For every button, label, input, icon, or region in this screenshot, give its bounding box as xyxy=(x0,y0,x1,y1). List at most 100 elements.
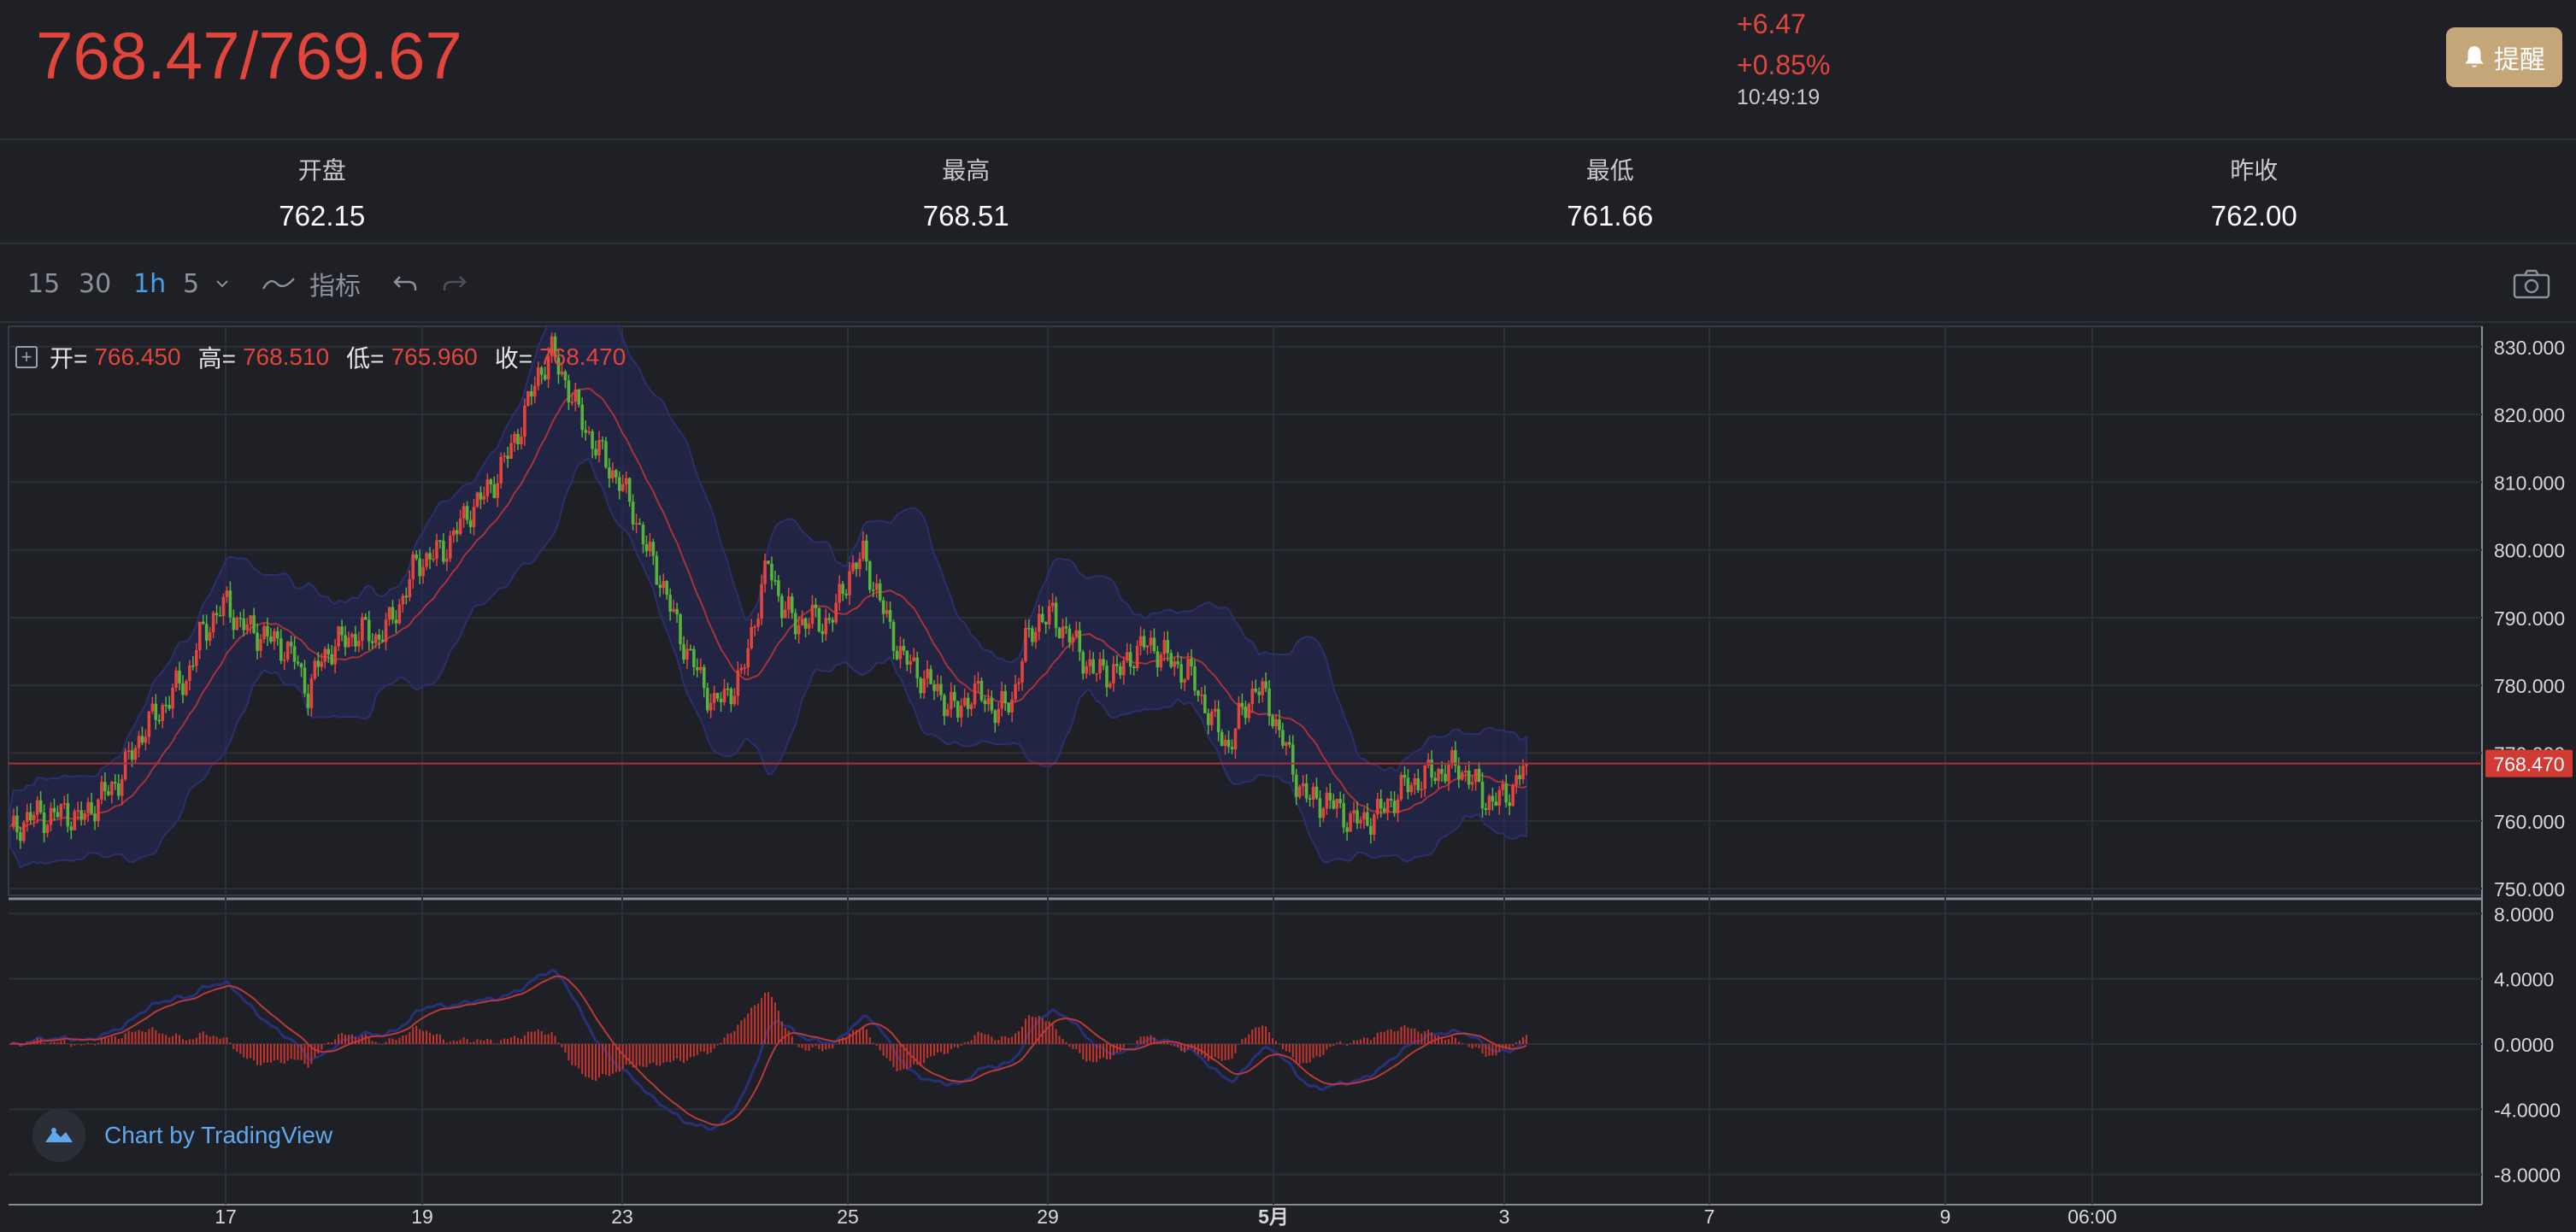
candle-body xyxy=(1024,627,1027,661)
price-tick-label: 830.000 xyxy=(2494,337,2565,359)
candle-body xyxy=(1467,770,1471,785)
interval-30[interactable]: 30 xyxy=(79,268,112,299)
candle-body xyxy=(1061,626,1065,639)
alert-button[interactable]: 提醒 xyxy=(2446,27,2562,87)
stat-value: 762.00 xyxy=(2210,200,2297,232)
undo-button[interactable] xyxy=(391,265,419,302)
candle-body xyxy=(1345,827,1349,832)
candle-body xyxy=(986,698,991,705)
candle-body xyxy=(1525,763,1528,766)
candle-body xyxy=(56,812,60,818)
candle-body xyxy=(1237,702,1241,729)
tradingview-badge[interactable]: Chart by TradingView xyxy=(32,1109,332,1162)
interval-5[interactable]: 5 xyxy=(183,265,230,302)
candle-body xyxy=(157,719,162,722)
candle-body xyxy=(391,607,395,620)
candle-body xyxy=(1081,652,1085,674)
candle-body xyxy=(620,484,625,491)
candle-body xyxy=(66,803,70,827)
candle-body xyxy=(361,617,364,641)
candle-body xyxy=(973,683,977,705)
candle-body xyxy=(432,558,435,560)
candle-body xyxy=(120,779,124,796)
ohlc-legend: + 开= 766.450 高= 768.510 低= 765.960 收= 76… xyxy=(15,340,636,374)
candle-body xyxy=(1369,825,1373,836)
candle-body xyxy=(624,478,628,484)
candle-body xyxy=(594,449,597,455)
interval-15[interactable]: 15 xyxy=(27,268,61,299)
candle-body xyxy=(770,563,773,581)
candle-body xyxy=(411,554,415,579)
candle-body xyxy=(509,443,513,460)
legend-open-value: 766.450 xyxy=(94,343,181,370)
candle-body xyxy=(506,455,509,460)
candle-body xyxy=(1423,765,1427,789)
candle-body xyxy=(19,831,22,842)
candle-body xyxy=(1105,666,1109,688)
candle-body xyxy=(161,704,164,721)
candle-body xyxy=(532,385,537,397)
candle-body xyxy=(52,807,56,813)
candle-body xyxy=(468,519,473,527)
candle-body xyxy=(939,683,943,695)
candle-body xyxy=(1406,777,1410,793)
redo-button[interactable] xyxy=(441,265,468,302)
candle-body xyxy=(685,648,689,660)
candle-body xyxy=(354,634,357,647)
undo-icon xyxy=(393,276,417,290)
indicators-button[interactable]: 指标 xyxy=(262,265,361,302)
candle-body xyxy=(279,638,283,661)
candle-body xyxy=(448,535,452,559)
candle-body xyxy=(885,609,889,614)
interval-1h[interactable]: 1h xyxy=(133,268,167,299)
candle-body xyxy=(1173,661,1176,667)
legend-low-key: 低= xyxy=(346,345,385,372)
candle-body xyxy=(337,626,340,647)
candle-body xyxy=(712,693,716,703)
candle-body xyxy=(313,660,317,679)
candlestick-series xyxy=(9,332,2482,849)
candle-body xyxy=(956,701,960,718)
candle-body xyxy=(1379,799,1383,809)
price-chart[interactable]: 830.000 820.000 810.000 800.000 790.000 780.0… xyxy=(0,325,2576,1232)
alert-label: 提醒 xyxy=(2494,45,2545,75)
candle-body xyxy=(962,697,967,706)
candle-body xyxy=(874,583,879,590)
candle-body xyxy=(482,496,486,500)
candle-body xyxy=(140,736,144,743)
candle-body xyxy=(570,402,574,403)
candle-body xyxy=(617,477,621,491)
candle-body xyxy=(208,632,212,641)
candle-body xyxy=(296,661,300,664)
candle-body xyxy=(1294,774,1298,797)
candle-body xyxy=(303,667,307,694)
legend-expand-icon[interactable]: + xyxy=(15,346,38,368)
candle-body xyxy=(1074,630,1079,637)
candle-body xyxy=(587,431,591,433)
candle-body xyxy=(543,374,547,380)
screenshot-button[interactable] xyxy=(2513,265,2550,302)
candle-body xyxy=(1040,613,1044,622)
chart-axes: 830.000 820.000 810.000 800.000 790.000 780.0… xyxy=(215,337,2573,1228)
candle-body xyxy=(1392,801,1397,813)
candle-body xyxy=(1491,795,1495,802)
bell-icon xyxy=(2465,46,2484,67)
candle-body xyxy=(1501,783,1505,790)
candle-body xyxy=(1389,798,1393,801)
candle-body xyxy=(950,691,953,710)
candle-body xyxy=(228,590,232,618)
macd-tick-label: 8.0000 xyxy=(2494,903,2554,925)
candle-body xyxy=(803,618,808,629)
time-tick-label: 06:00 xyxy=(2067,1206,2117,1228)
time-tick-label: 9 xyxy=(1940,1206,1951,1228)
candle-body xyxy=(817,607,821,631)
candle-body xyxy=(611,470,615,478)
legend-open-key: 开= xyxy=(50,345,88,372)
candle-body xyxy=(631,502,635,525)
candle-body xyxy=(1288,742,1291,745)
candle-body xyxy=(266,625,269,637)
candle-body xyxy=(1470,782,1474,785)
candle-body xyxy=(601,439,604,442)
candle-body xyxy=(242,618,246,631)
candle-body xyxy=(1183,679,1186,683)
